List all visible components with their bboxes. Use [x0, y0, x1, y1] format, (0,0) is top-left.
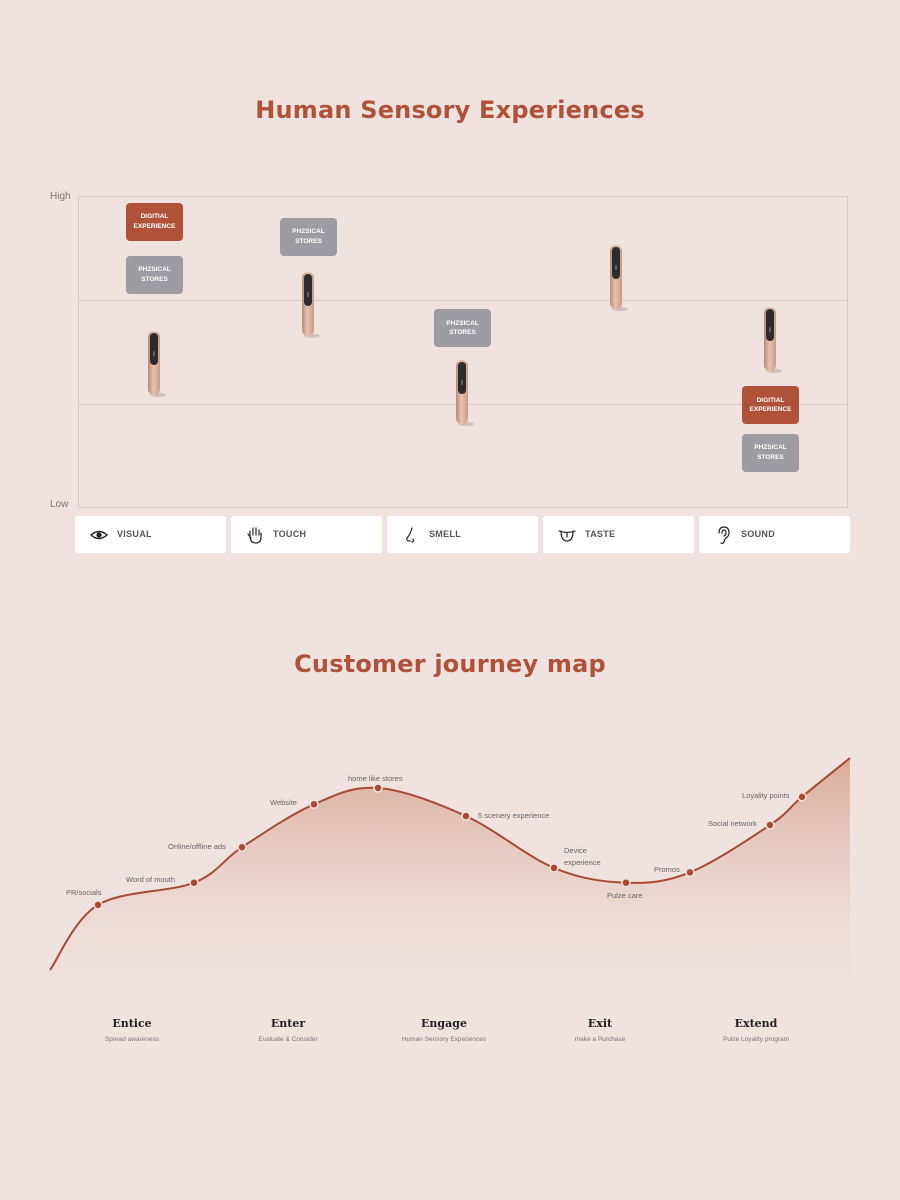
- gridline: [78, 300, 848, 301]
- stage-engage: Engage: [421, 1017, 467, 1030]
- touchpoint-marker: [797, 792, 807, 802]
- device-smell: [456, 360, 474, 427]
- touchpoint-label: Word of mouth: [126, 874, 176, 884]
- touchpoint-label: Promos: [654, 865, 680, 875]
- stage-extend: Extend: [734, 1017, 778, 1030]
- touchpoint-marker: [549, 863, 559, 873]
- touchpoint-marker: [237, 842, 247, 852]
- sense-touch-label: TOUCH: [273, 529, 307, 539]
- stage-exit-subtitle: make a Purchase: [574, 1036, 626, 1043]
- device-sound: [764, 307, 782, 374]
- touchpoint-marker: [685, 867, 695, 878]
- touchpoint-marker: [93, 900, 103, 910]
- device-visual: [148, 330, 166, 397]
- sense-sound[interactable]: SOUND: [699, 516, 850, 553]
- physical-tag-touch: PHZSICAL STORES: [280, 217, 337, 256]
- sensory-title: Human Sensory Experiences: [255, 96, 645, 124]
- sense-visual[interactable]: VISUAL: [75, 516, 226, 553]
- device-taste: [610, 245, 628, 311]
- touchpoint-label: Loyality points: [742, 790, 790, 800]
- sense-taste-label: TASTE: [585, 529, 616, 539]
- sense-smell[interactable]: SMELL: [387, 516, 538, 553]
- sense-sound-label: SOUND: [741, 529, 776, 539]
- touchpoint-label: Pulze care: [607, 890, 643, 900]
- ear-icon: [718, 526, 730, 544]
- touchpoint-label: Social network: [708, 819, 757, 828]
- eye-icon: [89, 530, 109, 540]
- sense-smell-label: SMELL: [429, 529, 461, 539]
- stage-enter: Enter: [270, 1017, 306, 1030]
- stage-extend-subtitle: Pulze Loyality program: [722, 1036, 790, 1043]
- touchpoint-label: Website: [270, 798, 297, 808]
- sense-touch[interactable]: TOUCH: [231, 516, 382, 553]
- touchpoint-marker: [189, 877, 199, 888]
- stage-entice: Entice: [112, 1017, 152, 1030]
- touchpoint-marker: [461, 811, 471, 821]
- touchpoint-marker: [765, 820, 775, 830]
- touchpoint-label: Online/offline ads: [168, 842, 226, 852]
- mouth-icon: [558, 530, 576, 542]
- journey-area: [50, 758, 850, 990]
- touchpoint-marker: [621, 877, 631, 888]
- digital-tag-sound: DIGITIAL EXPERIENCE: [742, 386, 799, 425]
- hand-icon: [247, 527, 262, 544]
- journey-line: [49, 757, 851, 971]
- touchpoint-marker: [373, 783, 383, 793]
- y-axis-high-label: High: [50, 191, 71, 202]
- sense-taste[interactable]: TASTE: [543, 516, 694, 553]
- touchpoint-label: Device experience: [564, 845, 601, 867]
- digital-tag-visual: DIGITIAL EXPERIENCE: [126, 202, 183, 241]
- journey-map-chart: [49, 757, 851, 990]
- y-axis-low-label: Low: [50, 499, 69, 510]
- stage-engage-subtitle: Human Sensory Experiences: [401, 1036, 487, 1043]
- stage-exit: Exit: [587, 1017, 613, 1030]
- journey-title: Customer journey map: [294, 650, 606, 678]
- physical-tag-smell: PHZSICAL STORES: [434, 309, 491, 348]
- sensory-plot-area: [78, 196, 848, 508]
- touchpoint-label: home like stores: [348, 774, 403, 783]
- stage-enter-subtitle: Evaluate & Consider: [258, 1036, 318, 1043]
- device-touch: [302, 271, 320, 338]
- physical-tag-visual: PHZSICAL STORES: [126, 256, 183, 295]
- sense-visual-label: VISUAL: [117, 529, 152, 539]
- touchpoint-marker: [309, 799, 319, 810]
- touchpoint-label: 5 scenery experience: [478, 811, 550, 821]
- stage-entice-subtitle: Spread awareness: [104, 1036, 160, 1043]
- nose-icon: [406, 527, 415, 543]
- touchpoint-label: PR/socials: [66, 887, 102, 897]
- physical-tag-sound: PHZSICAL STORES: [742, 433, 799, 472]
